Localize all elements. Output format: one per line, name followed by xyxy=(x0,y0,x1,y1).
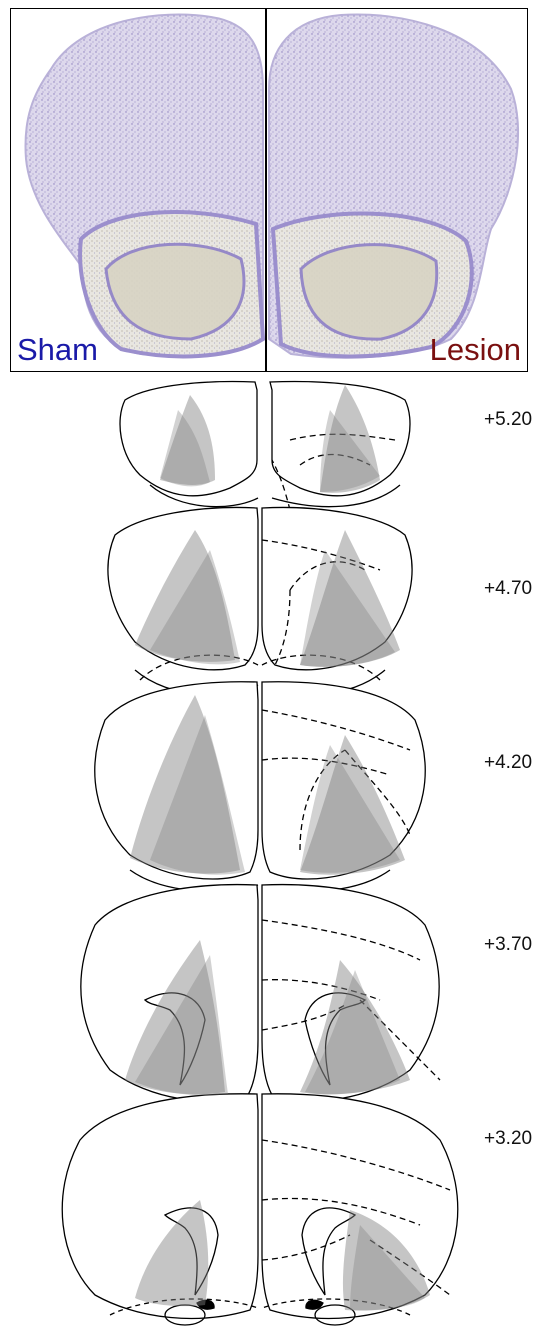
section-level-2 xyxy=(107,506,413,696)
level-label-5: +3.20 xyxy=(484,1128,533,1149)
lesion-section xyxy=(268,13,520,359)
section-level-1 xyxy=(119,380,411,511)
sham-label: Sham xyxy=(17,332,98,367)
sham-section xyxy=(24,13,266,359)
level-label-1: +5.20 xyxy=(484,409,533,430)
lesion-overlays xyxy=(125,385,430,1311)
section-level-3 xyxy=(94,681,426,892)
atlas-diagram xyxy=(61,380,459,1326)
level-label-3: +4.20 xyxy=(484,752,533,773)
histology-photo-panel: Sham Lesion xyxy=(10,8,528,372)
section-level-5 xyxy=(61,1093,459,1326)
level-label-2: +4.70 xyxy=(484,578,533,599)
photo-divider xyxy=(265,9,267,371)
histology-photo xyxy=(24,13,520,359)
lesion-label: Lesion xyxy=(429,332,521,367)
section-level-4 xyxy=(80,883,441,1102)
level-label-4: +3.70 xyxy=(484,934,533,955)
